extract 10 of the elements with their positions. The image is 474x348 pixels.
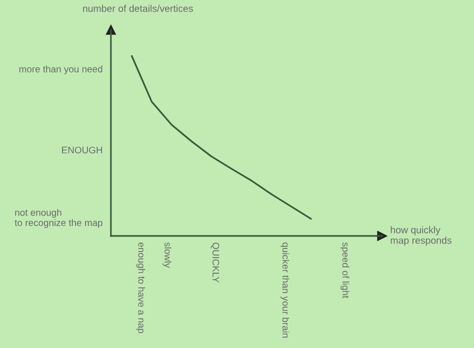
text: not enough to recognize the map [14, 208, 102, 228]
text: quicker than your brain [280, 242, 290, 338]
text: ENOUGH [62, 146, 102, 154]
text: slowly [162, 242, 172, 268]
text: more than you need [19, 65, 102, 74]
text: speed of light [340, 242, 350, 298]
text: enough to have a nap [136, 242, 146, 334]
text: number of details/vertices [83, 4, 193, 12]
text: QUICKLY [210, 242, 220, 283]
text: how quickly map responds [390, 226, 452, 246]
